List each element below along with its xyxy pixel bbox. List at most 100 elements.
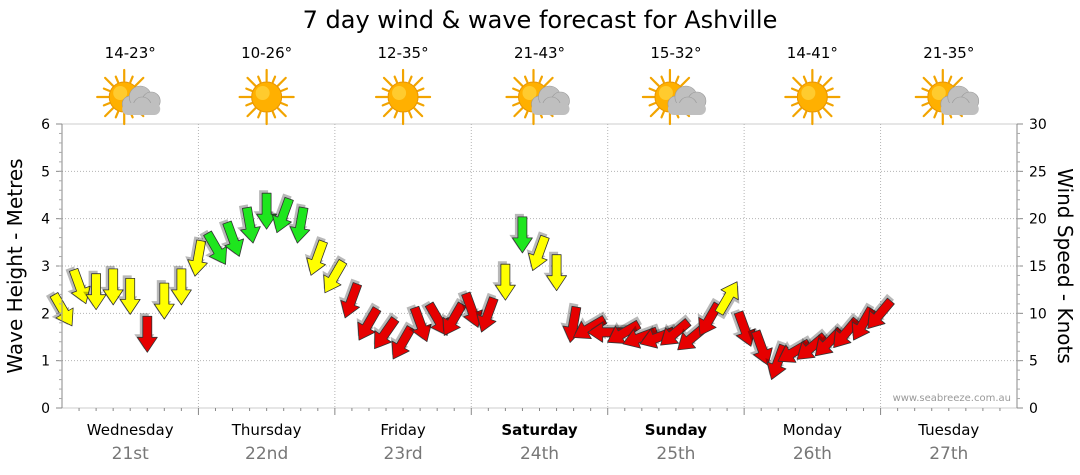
sun-ray bbox=[102, 102, 111, 107]
left-tick-label: 6 bbox=[41, 117, 50, 133]
day-column: 21-35° Tuesday 27th bbox=[914, 44, 980, 464]
sun-highlight bbox=[931, 86, 946, 100]
wind-arrow bbox=[270, 193, 294, 234]
day-column: 14-41° Monday 26th bbox=[783, 44, 842, 464]
right-tick-label: 15 bbox=[1029, 259, 1047, 275]
sun-ray bbox=[245, 102, 253, 107]
cloud-shape bbox=[940, 85, 980, 116]
sun-ray bbox=[826, 87, 834, 92]
sun-ray bbox=[257, 75, 262, 84]
wind-arrow bbox=[390, 321, 416, 360]
right-axis-ticks: 0 5 10 15 20 25 30 bbox=[1016, 117, 1047, 417]
temperature-range: 21-43° bbox=[514, 44, 565, 62]
sun-ray bbox=[512, 87, 520, 92]
sun-ray bbox=[921, 87, 930, 92]
wind-arrow bbox=[572, 311, 608, 340]
wind-arrow bbox=[543, 251, 567, 292]
right-tick-label: 0 bbox=[1029, 401, 1038, 417]
sun-ray bbox=[381, 102, 390, 107]
wind-arrow bbox=[406, 304, 432, 342]
wind-arrow bbox=[373, 312, 400, 350]
day-column: 21-43° Saturday 24th bbox=[501, 44, 578, 464]
sun-ray bbox=[102, 87, 111, 92]
wind-arrow bbox=[660, 314, 692, 346]
chart-title: 7 day wind & wave forecast for Ashville bbox=[303, 6, 778, 34]
cloud-base bbox=[531, 103, 570, 115]
sun-ray bbox=[802, 110, 808, 119]
wind-arrow bbox=[100, 265, 124, 306]
left-tick-label: 3 bbox=[41, 259, 50, 275]
sun-ray bbox=[246, 107, 257, 118]
sun-ray bbox=[790, 102, 799, 107]
day-name: Tuesday bbox=[917, 421, 979, 439]
partly-cloudy-icon bbox=[641, 68, 707, 126]
right-tick-label: 20 bbox=[1029, 212, 1047, 228]
wind-arrow-shape bbox=[660, 318, 692, 346]
sun-ray bbox=[513, 76, 524, 87]
sun-ray bbox=[413, 76, 424, 87]
sunny-icon bbox=[784, 68, 841, 126]
wind-arrow-shape bbox=[153, 282, 175, 320]
temperature-range: 12-35° bbox=[378, 44, 429, 62]
sun-ray bbox=[513, 107, 524, 118]
day-column: 12-35° Friday 23rd bbox=[374, 44, 432, 464]
partly-cloudy-icon bbox=[96, 68, 161, 126]
left-tick-label: 2 bbox=[41, 306, 50, 322]
sun-ray bbox=[649, 76, 660, 87]
temperature-range: 14-41° bbox=[787, 44, 838, 62]
wind-arrow bbox=[747, 328, 773, 366]
wind-arrow-shape bbox=[119, 277, 141, 315]
sun-ray bbox=[802, 75, 808, 84]
wind-arrow-shape bbox=[751, 329, 773, 366]
sun-highlight bbox=[801, 86, 816, 100]
sun-ray bbox=[649, 107, 660, 118]
day-date: 26th bbox=[793, 444, 832, 464]
wind-arrow-shape bbox=[306, 239, 328, 276]
sun-ray bbox=[104, 76, 115, 87]
sun-ray bbox=[114, 110, 120, 119]
partly-cloudy-icon bbox=[505, 68, 570, 126]
wind-arrow-shape bbox=[572, 315, 608, 340]
cloud-shape bbox=[667, 85, 707, 116]
wind-arrow-shape bbox=[357, 306, 382, 341]
sun-ray bbox=[921, 102, 930, 107]
wind-arrow bbox=[253, 190, 278, 230]
sun-ray bbox=[382, 107, 393, 118]
wind-arrow bbox=[168, 265, 192, 306]
sun-ray bbox=[393, 75, 399, 84]
wind-arrow bbox=[421, 300, 449, 336]
sun-highlight bbox=[658, 86, 673, 100]
right-axis-label: Wind Speed - Knots bbox=[1053, 168, 1077, 364]
left-tick-label: 0 bbox=[41, 401, 50, 417]
day-name: Thursday bbox=[231, 421, 302, 439]
sun-ray bbox=[408, 75, 413, 84]
wind-arrow bbox=[526, 231, 550, 271]
wind-arrow bbox=[441, 297, 467, 336]
sun-ray bbox=[381, 87, 390, 92]
wind-arrow-shape bbox=[323, 258, 348, 294]
day-column: 14-23° Wednesday 21st bbox=[87, 44, 174, 464]
wind-arrow-shape bbox=[136, 315, 158, 353]
left-tick-label: 1 bbox=[41, 354, 50, 370]
wind-arrow bbox=[867, 293, 895, 330]
sun-ray bbox=[790, 87, 799, 92]
wind-arrow-shape bbox=[494, 263, 516, 301]
wind-arrow bbox=[65, 266, 91, 305]
wind-arrow-shape bbox=[442, 301, 467, 336]
sun-ray bbox=[408, 110, 413, 119]
wind-arrow bbox=[134, 313, 158, 353]
day-date: 25th bbox=[656, 444, 695, 464]
right-tick-label: 30 bbox=[1029, 117, 1047, 133]
left-tick-label: 5 bbox=[41, 164, 50, 180]
sun-ray bbox=[257, 110, 262, 119]
sun-ray bbox=[416, 87, 425, 92]
wind-arrow bbox=[356, 302, 382, 341]
day-column: 15-32° Sunday 25th bbox=[641, 44, 707, 464]
sun-ray bbox=[271, 75, 277, 84]
partly-cloudy-icon bbox=[914, 68, 980, 126]
temperature-range: 15-32° bbox=[650, 44, 701, 62]
cloud-base bbox=[940, 103, 979, 115]
sun-ray bbox=[416, 102, 425, 107]
sun-ray bbox=[792, 76, 803, 87]
day-column: 10-26° Thursday 22nd bbox=[231, 44, 302, 464]
